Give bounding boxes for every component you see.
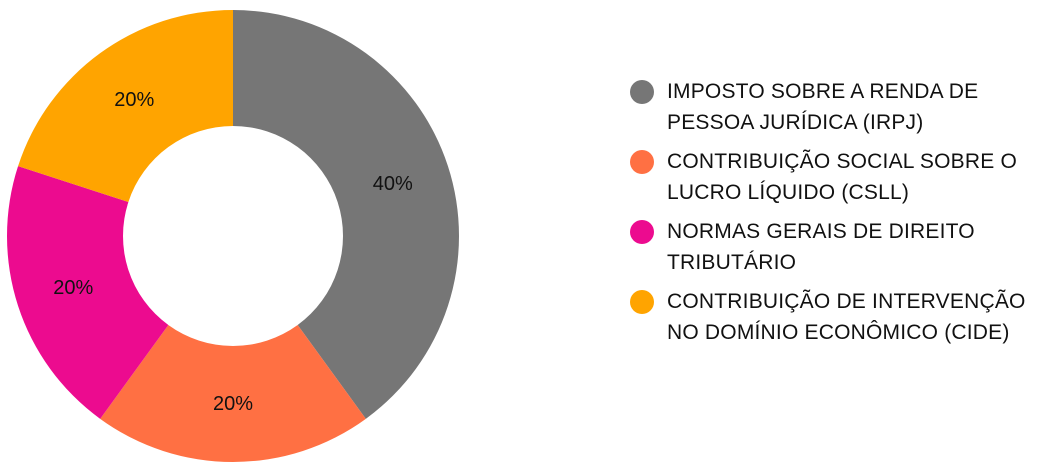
legend-swatch	[630, 80, 654, 104]
donut-chart-svg: 40% 20% 20% 20%	[6, 10, 459, 463]
legend-label: NORMAS GERAIS DE DIREITO TRIBUTÁRIO	[667, 220, 975, 274]
donut-slice-0	[233, 10, 459, 419]
donut-chart: 40% 20% 20% 20%	[0, 0, 470, 471]
legend-item-normas-gerais: NORMAS GERAIS DE DIREITO TRIBUTÁRIO	[630, 216, 1035, 278]
chart-legend: IMPOSTO SOBRE A RENDA DE PESSOA JURÍDICA…	[630, 76, 1035, 356]
legend-label: CONTRIBUIÇÃO SOCIAL SOBRE O LUCRO LÍQUID…	[667, 150, 1018, 204]
donut-slice-3	[18, 10, 233, 203]
donut-slice-2	[6, 166, 169, 419]
legend-label: CONTRIBUIÇÃO DE INTERVENÇÃO NO DOMÍNIO E…	[667, 290, 1026, 344]
slice-percent-label: 20%	[213, 393, 253, 415]
slice-percent-label: 20%	[53, 277, 93, 299]
slice-percent-label: 20%	[114, 89, 154, 111]
legend-swatch	[630, 290, 654, 314]
legend-item-csll: CONTRIBUIÇÃO SOCIAL SOBRE O LUCRO LÍQUID…	[630, 146, 1035, 208]
legend-item-irpj: IMPOSTO SOBRE A RENDA DE PESSOA JURÍDICA…	[630, 76, 1035, 138]
legend-swatch	[630, 220, 654, 244]
legend-label: IMPOSTO SOBRE A RENDA DE PESSOA JURÍDICA…	[667, 80, 979, 134]
legend-item-cide: CONTRIBUIÇÃO DE INTERVENÇÃO NO DOMÍNIO E…	[630, 286, 1035, 348]
donut-slice-1	[100, 324, 366, 463]
legend-swatch	[630, 150, 654, 174]
slice-percent-label: 40%	[373, 173, 413, 195]
